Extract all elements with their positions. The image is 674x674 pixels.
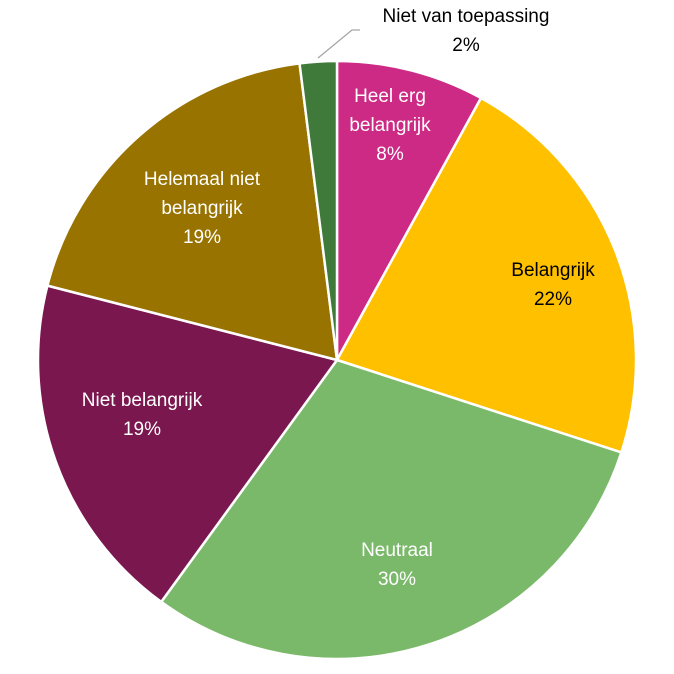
- data-label-neutraal: Neutraal 30%: [361, 540, 433, 590]
- slice-category-label: Niet van toepassing: [383, 6, 550, 27]
- pie-slice-neutraal: [160, 358, 623, 661]
- slice-value-label: 30%: [378, 569, 416, 590]
- slice-value-label: 19%: [183, 227, 221, 248]
- pie-slice-niet-belangrijk: [36, 284, 339, 604]
- labels-layer: Heel erg belangrijk 8% Belangrijk 22% Neutraa…: [82, 6, 595, 590]
- pie-slice-helemaal-niet-belangrijk: [46, 62, 339, 362]
- slice-category-label: Niet belangrijk: [82, 390, 203, 411]
- slice-value-label: 2%: [452, 35, 480, 56]
- slice-category-label: belangrijk: [349, 115, 431, 136]
- slice-value-label: 22%: [534, 289, 572, 310]
- pie-slice-heel-erg-belangrijk: [335, 59, 483, 362]
- data-label-heel-erg-belangrijk: Heel erg belangrijk 8%: [349, 86, 431, 165]
- pie-slice-niet-van-toepassing: [298, 59, 339, 362]
- data-label-helemaal-niet-belangrijk: Helemaal niet belangrijk 19%: [144, 169, 261, 248]
- leader-line-niet-van-toepassing: [317, 29, 360, 59]
- pie-slice-belangrijk: [335, 96, 638, 454]
- slice-category-label: Neutraal: [361, 540, 433, 561]
- data-label-niet-van-toepassing: Niet van toepassing 2%: [383, 6, 550, 56]
- slice-category-label: belangrijk: [161, 198, 243, 219]
- leader-layer: [317, 29, 360, 59]
- slices-layer: [36, 59, 638, 661]
- slice-value-label: 8%: [376, 144, 404, 165]
- slice-category-label: Helemaal niet: [144, 169, 261, 190]
- data-label-belangrijk: Belangrijk 22%: [511, 260, 595, 310]
- slice-value-label: 19%: [123, 419, 161, 440]
- slice-category-label: Heel erg: [354, 86, 426, 107]
- slice-category-label: Belangrijk: [511, 260, 595, 281]
- data-label-niet-belangrijk: Niet belangrijk 19%: [82, 390, 203, 440]
